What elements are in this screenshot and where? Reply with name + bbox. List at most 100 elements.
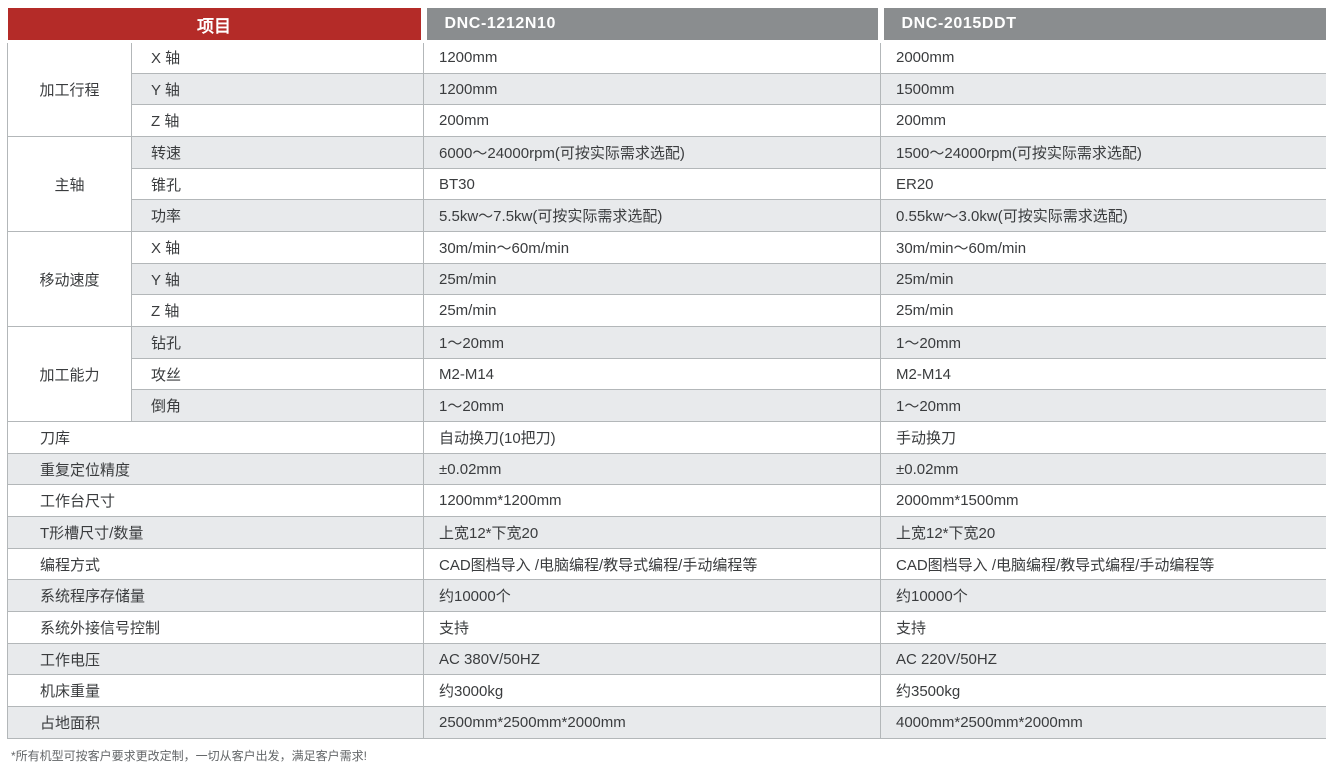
value-cell-model-1: 5.5kw～7.5kw(可按实际需求选配) xyxy=(424,200,881,232)
value-cell-model-2: 上宽12*下宽20 xyxy=(881,517,1326,549)
model-column-header-2: DNC-2015DDT xyxy=(881,8,1326,42)
group-label-cell: 加工能力 xyxy=(8,327,132,422)
value-cell-model-2: M2-M14 xyxy=(881,358,1326,390)
value-cell-model-2: AC 220V/50HZ xyxy=(881,643,1326,675)
param-cell: Y 轴 xyxy=(132,263,424,295)
value-cell-model-2: 手动换刀 xyxy=(881,422,1326,454)
spec-table-header: 项目 DNC-1212N10 DNC-2015DDT xyxy=(8,8,1326,42)
table-row: 重复定位精度±0.02mm±0.02mm xyxy=(8,453,1326,485)
value-cell-model-1: 上宽12*下宽20 xyxy=(424,517,881,549)
value-cell-model-1: 2500mm*2500mm*2000mm xyxy=(424,707,881,739)
value-cell-model-1: ±0.02mm xyxy=(424,453,881,485)
row-label-cell: 系统程序存储量 xyxy=(8,580,424,612)
value-cell-model-1: 30m/min～60m/min xyxy=(424,232,881,264)
value-cell-model-2: 1～20mm xyxy=(881,390,1326,422)
param-cell: 钻孔 xyxy=(132,327,424,359)
value-cell-model-1: 200mm xyxy=(424,105,881,137)
group-label-cell: 加工行程 xyxy=(8,42,132,137)
value-cell-model-1: 25m/min xyxy=(424,263,881,295)
table-row: 刀库自动换刀(10把刀)手动换刀 xyxy=(8,422,1326,454)
value-cell-model-1: 6000～24000rpm(可按实际需求选配) xyxy=(424,137,881,169)
value-cell-model-2: 30m/min～60m/min xyxy=(881,232,1326,264)
value-cell-model-2: 约10000个 xyxy=(881,580,1326,612)
table-header-row: 项目 DNC-1212N10 DNC-2015DDT xyxy=(8,8,1326,42)
param-cell: Z 轴 xyxy=(132,295,424,327)
row-label-cell: 刀库 xyxy=(8,422,424,454)
value-cell-model-2: 4000mm*2500mm*2000mm xyxy=(881,707,1326,739)
group-label-cell: 主轴 xyxy=(8,137,132,232)
model-column-header-1: DNC-1212N10 xyxy=(424,8,881,42)
param-cell: 转速 xyxy=(132,137,424,169)
value-cell-model-2: 1500～24000rpm(可按实际需求选配) xyxy=(881,137,1326,169)
value-cell-model-2: 25m/min xyxy=(881,295,1326,327)
value-cell-model-1: AC 380V/50HZ xyxy=(424,643,881,675)
value-cell-model-2: ±0.02mm xyxy=(881,453,1326,485)
value-cell-model-1: 支持 xyxy=(424,612,881,644)
value-cell-model-2: 200mm xyxy=(881,105,1326,137)
param-cell: 功率 xyxy=(132,200,424,232)
value-cell-model-2: 2000mm xyxy=(881,42,1326,74)
value-cell-model-2: 约3500kg xyxy=(881,675,1326,707)
row-label-cell: 系统外接信号控制 xyxy=(8,612,424,644)
param-cell: X 轴 xyxy=(132,232,424,264)
row-label-cell: 工作电压 xyxy=(8,643,424,675)
param-cell: 锥孔 xyxy=(132,168,424,200)
value-cell-model-1: 1200mm xyxy=(424,73,881,105)
value-cell-model-1: 自动换刀(10把刀) xyxy=(424,422,881,454)
param-cell: Y 轴 xyxy=(132,73,424,105)
value-cell-model-2: CAD图档导入 /电脑编程/教导式编程/手动编程等 xyxy=(881,548,1326,580)
table-row: 系统程序存储量约10000个约10000个 xyxy=(8,580,1326,612)
value-cell-model-2: 1～20mm xyxy=(881,327,1326,359)
value-cell-model-2: 支持 xyxy=(881,612,1326,644)
param-cell: 倒角 xyxy=(132,390,424,422)
value-cell-model-1: BT30 xyxy=(424,168,881,200)
value-cell-model-1: 1～20mm xyxy=(424,390,881,422)
param-cell: X 轴 xyxy=(132,42,424,74)
row-label-cell: T形槽尺寸/数量 xyxy=(8,517,424,549)
value-cell-model-2: 1500mm xyxy=(881,73,1326,105)
row-label-cell: 重复定位精度 xyxy=(8,453,424,485)
value-cell-model-1: 1200mm xyxy=(424,42,881,74)
value-cell-model-2: 2000mm*1500mm xyxy=(881,485,1326,517)
value-cell-model-1: M2-M14 xyxy=(424,358,881,390)
param-cell: Z 轴 xyxy=(132,105,424,137)
value-cell-model-1: 25m/min xyxy=(424,295,881,327)
value-cell-model-1: 1200mm*1200mm xyxy=(424,485,881,517)
value-cell-model-2: 0.55kw～3.0kw(可按实际需求选配) xyxy=(881,200,1326,232)
value-cell-model-2: ER20 xyxy=(881,168,1326,200)
value-cell-model-1: 1～20mm xyxy=(424,327,881,359)
row-label-cell: 机床重量 xyxy=(8,675,424,707)
value-cell-model-1: 约3000kg xyxy=(424,675,881,707)
row-label-cell: 工作台尺寸 xyxy=(8,485,424,517)
value-cell-model-1: 约10000个 xyxy=(424,580,881,612)
item-column-header: 项目 xyxy=(8,8,424,42)
group-label-cell: 移动速度 xyxy=(8,232,132,327)
footnote: *所有机型可按客户要求更改定制，一切从客户出发，满足客户需求! xyxy=(11,747,1326,764)
row-label-cell: 编程方式 xyxy=(8,548,424,580)
row-label-cell: 占地面积 xyxy=(8,707,424,739)
value-cell-model-2: 25m/min xyxy=(881,263,1326,295)
table-row: 系统外接信号控制支持支持 xyxy=(8,612,1326,644)
value-cell-model-1: CAD图档导入 /电脑编程/教导式编程/手动编程等 xyxy=(424,548,881,580)
param-cell: 攻丝 xyxy=(132,358,424,390)
